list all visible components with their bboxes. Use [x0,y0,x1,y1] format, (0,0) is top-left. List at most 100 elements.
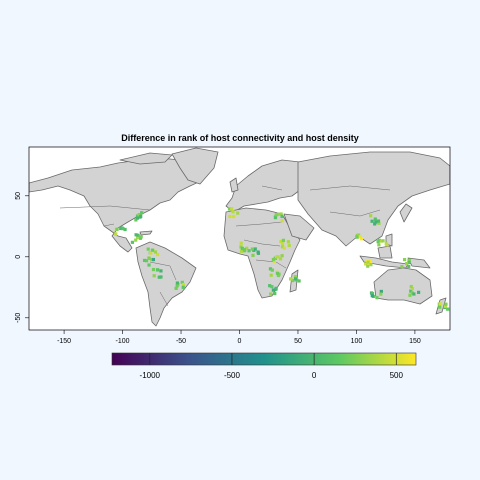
hotspot-cell [377,243,381,247]
hotspot-cluster [355,233,364,241]
hotspot-cell [152,274,156,278]
hotspot-cluster [174,280,186,290]
hotspot-cell [405,262,409,266]
colorbar-tick-label: 500 [390,371,404,380]
landmass-japan [399,203,413,223]
hotspot-cell [135,214,140,218]
hotspot-cell [407,264,411,269]
hotspot-cell [272,259,276,263]
hotspot-cell [146,247,150,251]
hotspot-cell [438,305,442,309]
hotspot-cell [375,296,379,300]
hotspot-cell [227,207,232,211]
hotspot-cell [370,294,374,298]
hotspot-cell [273,291,277,296]
hotspot-cell [156,252,160,257]
colorbar [111,352,417,366]
hotspot-cell [276,255,280,259]
hotspot-cell [297,279,301,283]
hotspot-cell [408,293,412,297]
hotspot-cluster [369,214,381,226]
hotspot-cell [134,238,138,242]
hotspot-cluster [142,256,156,267]
hotspot-cell [281,238,286,242]
hotspot-cluster [239,241,249,253]
hotspot-cell [142,258,147,263]
hotspot-cell [412,292,416,296]
hotspot-cell [379,239,383,243]
hotspot-cell [240,246,244,251]
hotspot-cell [269,273,273,277]
hotspot-cell [119,226,123,231]
hotspot-cluster [400,258,411,269]
hotspot-cell [381,239,385,243]
hotspot-cell [280,245,285,249]
x-tick-label: -150 [57,338,71,345]
hotspot-cell [407,260,411,265]
hotspot-cell [134,233,138,237]
hotspot-cluster [273,212,284,223]
hotspot-cluster [289,275,301,283]
landmass-borneo [377,245,393,259]
landmass-asia [297,151,450,247]
x-tick-label: 150 [409,338,421,345]
hotspot-cell [174,286,178,290]
colorbar-ticks: -1000 -500 0 500 [140,353,404,380]
landmass-british-isles [229,177,239,193]
hotspot-cell [270,285,274,289]
hotspot-cell [268,284,272,288]
hotspot-cell [364,262,368,266]
hotspot-cell [273,216,278,220]
hotspot-cluster [114,226,127,236]
hotspot-cluster [369,289,383,300]
hotspot-cell [242,247,246,252]
hotspot-cell [280,219,284,223]
hotspot-cell [370,292,375,296]
hotspot-cell [175,281,179,285]
x-tick-label: 0 [238,338,242,345]
hotspot-cell [139,235,143,239]
y-axis: 50 0 -50 [15,192,29,323]
hotspot-cluster [376,238,389,247]
hotspot-cell [140,211,144,215]
hotspot-cell [281,242,285,246]
hotspot-cell [114,232,118,236]
hotspot-cell [239,249,244,253]
hotspot-cell [136,236,140,240]
landmass-south-america [135,241,197,327]
hotspot-cell [400,265,404,269]
hotspot-cell [236,211,240,215]
map-title: Difference in rank of host connectivity … [121,133,359,143]
hotspot-cell [410,287,414,291]
landmass-new-guinea [407,257,431,269]
y-tick-label: -50 [15,313,22,323]
hotspot-cell [159,275,163,279]
hotspot-cell [444,302,448,306]
hotspot-cell [145,259,149,263]
hotspot-cell [279,212,283,216]
hotspot-cell [276,212,281,216]
hotspot-cell [228,214,232,219]
y-tick-label: 0 [15,255,22,259]
landmass-greenland [171,147,219,185]
hotspot-cell [379,289,383,294]
hotspot-cluster [437,302,450,311]
colorbar-tick-label: 0 [312,371,317,380]
hotspot-cell [368,260,372,264]
hotspot-cell [374,220,378,224]
colorbar-tick-label: -1000 [140,371,161,380]
hotspot-cell [136,233,140,237]
hotspot-cluster [146,247,160,257]
colorbar-tick-label: -500 [224,371,241,380]
hotspot-cell [366,260,370,264]
hotspot-cell [293,275,297,279]
hotspot-cell [358,235,362,239]
x-axis: -150 -100 -50 0 50 100 150 [57,330,421,345]
hotspot-cell [409,284,413,289]
hotspot-cell [175,284,179,288]
hotspot-cluster [364,259,373,268]
x-tick-label: 50 [294,338,302,345]
x-tick-label: -100 [116,338,130,345]
hotspot-cell [379,292,383,296]
hotspot-cell [402,258,407,262]
